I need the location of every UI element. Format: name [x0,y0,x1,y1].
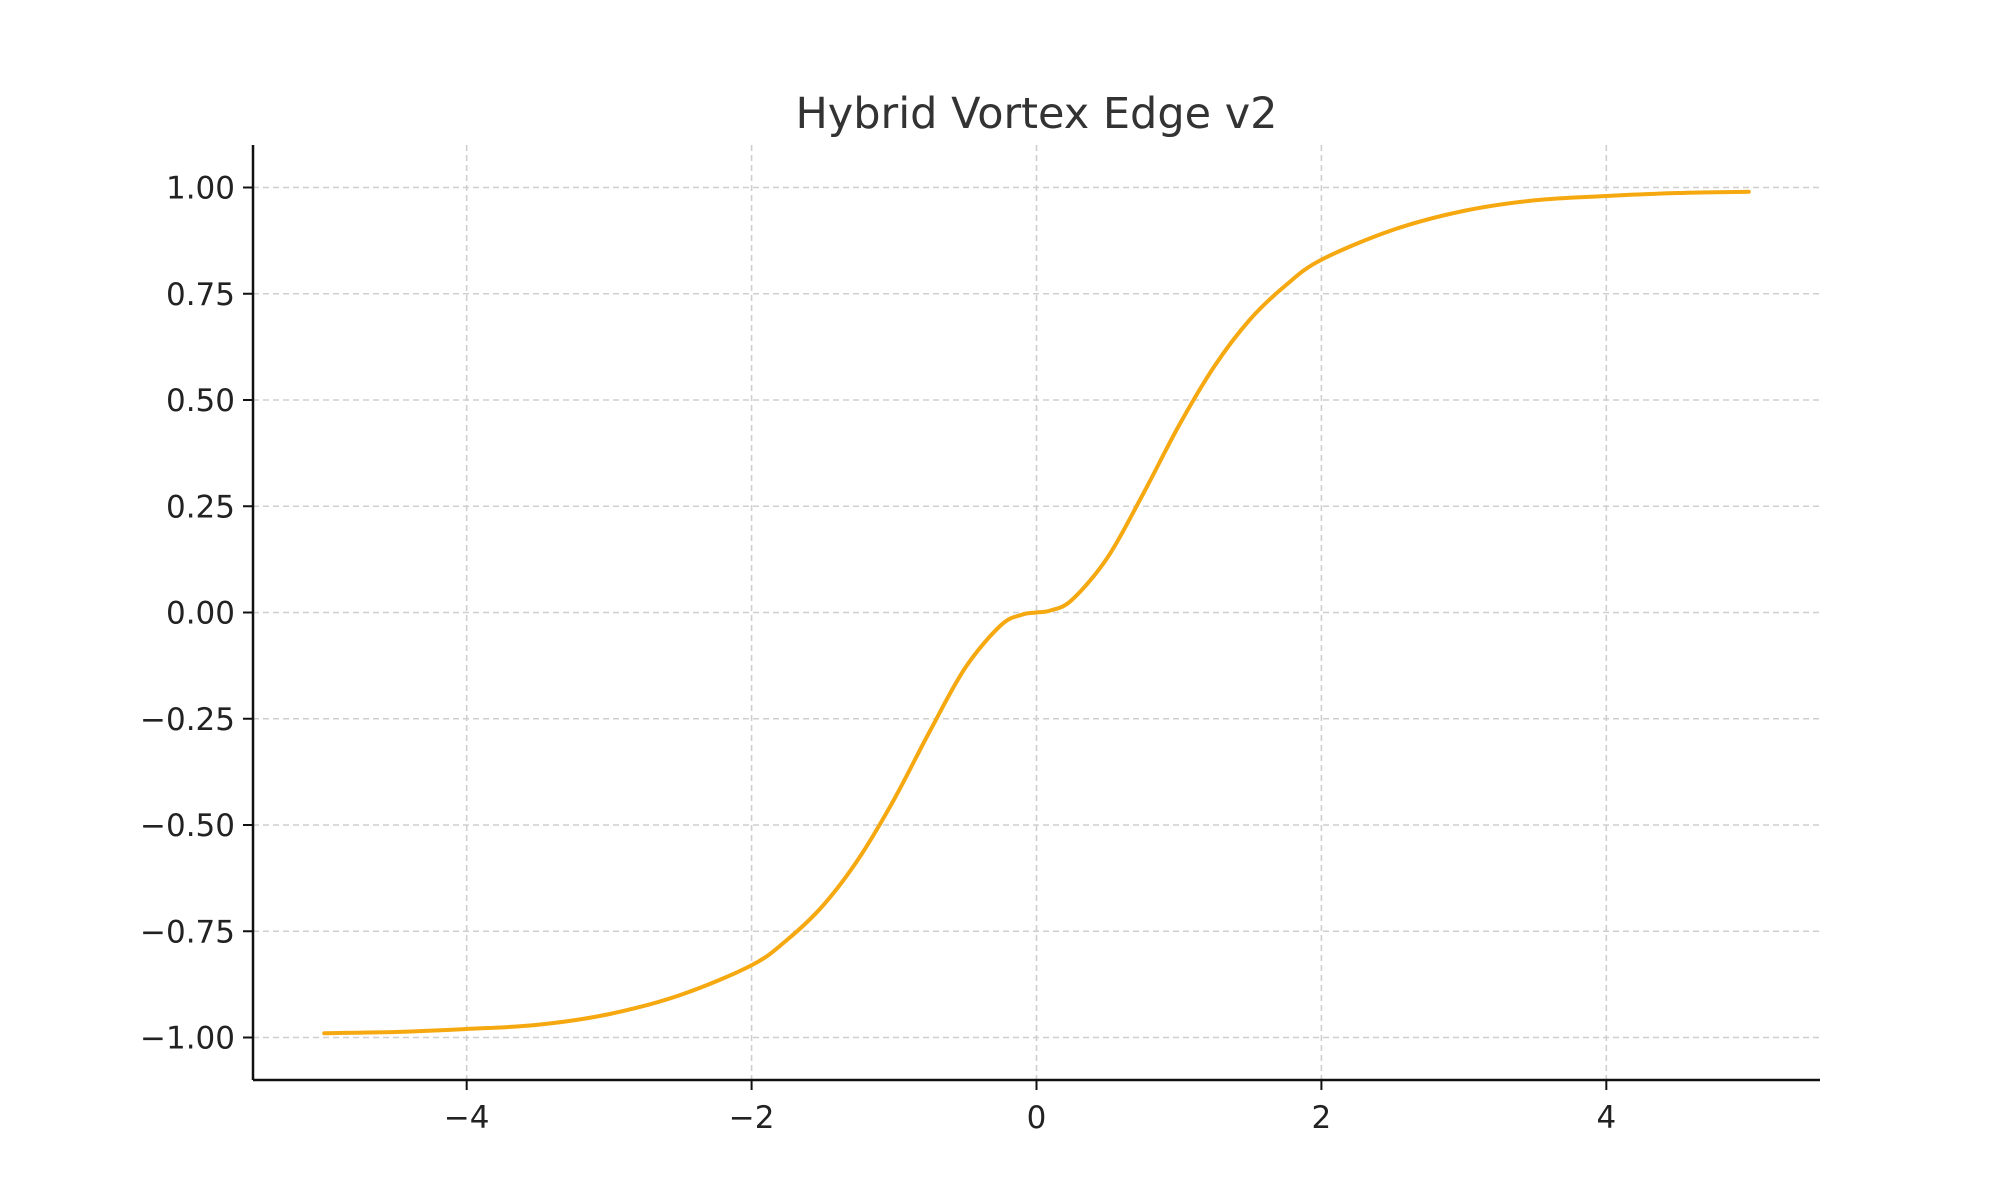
x-tick-label: 0 [1027,1100,1047,1136]
x-tick-label: −4 [444,1100,490,1136]
y-tick-label: −1.00 [140,1021,235,1057]
y-tick-label: 1.00 [166,171,235,207]
y-tick-label: 0.00 [166,596,235,632]
series-layer [322,189,1751,1036]
tick-labels: −4 −2 0 2 4 1.00 0.75 0.50 0.25 0.00 −0.25 −0.50 −0.… [140,171,1616,1137]
chart-title: Hybrid Vortex Edge v2 [795,89,1277,139]
series-line [322,189,1751,1036]
x-tick-label: 2 [1312,1100,1332,1136]
y-tick-label: −0.50 [140,808,235,844]
y-tick-label: 0.50 [166,383,235,419]
y-tick-label: 0.25 [166,489,235,525]
y-tick-label: 0.75 [166,277,235,313]
axes [243,145,1820,1090]
y-tick-label: −0.75 [140,914,235,950]
x-tick-label: −2 [729,1100,775,1136]
x-tick-label: 4 [1596,1100,1616,1136]
y-tick-label: −0.25 [140,702,235,738]
